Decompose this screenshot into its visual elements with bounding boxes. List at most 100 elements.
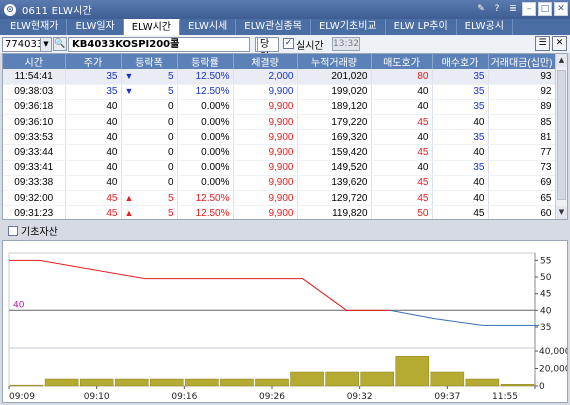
cell-change: 0 [121,129,178,146]
panel-close-icon[interactable]: ✕ [552,36,567,51]
price-tick-label: 35 [540,323,551,333]
cell-volume: 9,900 [233,175,298,192]
tab-elw-base-compare[interactable]: ELW기초비교 [311,19,386,35]
realtime-checkbox[interactable]: ✓ [283,38,294,49]
column-header-6[interactable]: 매도호가 [371,54,433,69]
column-header-2[interactable]: 등락폭 [121,54,178,69]
x-tick-label: 09:37 [434,392,460,402]
tab-elw-quote[interactable]: ELW시세 [180,19,237,35]
tab-elw-lp-trend[interactable]: ELW LP추이 [386,19,457,35]
cell-amount: 77 [488,144,556,161]
cell-change: 0 [121,175,178,192]
cell-cumulative-volume: 139,620 [297,175,372,192]
cell-cumulative-volume: 199,020 [297,84,372,100]
menu-icon[interactable]: ≣ [509,4,517,14]
cell-rate: 12.50% [177,190,234,207]
price-tick-label: 45 [540,290,551,300]
code-value: 774033 [5,39,44,50]
column-header-1[interactable]: 주가 [65,54,122,69]
cell-change: 0 [121,114,178,131]
table-row[interactable]: 09:31:23 45 ▲ 5 12.50% 9,900 119,820 50 45 60 [3,205,556,219]
cell-bid: 40 [432,190,489,207]
cell-price: 40 [65,160,122,176]
cell-change: 0 [121,160,178,176]
cell-time: 09:36:18 [3,99,66,116]
list-view-icon[interactable]: ☰ [535,36,550,51]
help-icon[interactable]: ? [494,4,500,14]
chart-svg: 55 50 45 40 35 40 40,000 20,000 0 09:09 09:10 09:16… [8,252,570,402]
cell-volume: 9,900 [233,160,298,176]
cell-volume: 9,900 [233,205,298,219]
cell-bid: 40 [432,175,489,192]
price-tick-label: 55 [540,256,551,266]
scroll-up-icon[interactable]: ▲ [556,54,567,67]
down-arrow-icon: ▼ [124,86,134,97]
instrument-name-field[interactable]: KB4033KOSPI200콜 [68,37,250,52]
trade-time-table: 시간 주가 등락폭 등락률 체결량 누적거래량 매도호가 매수호가 거래대금(십만) 11:54… [2,53,568,220]
x-tick-label: 09:16 [171,392,197,402]
cell-volume: 9,900 [233,84,298,100]
maximize-icon[interactable]: □ [538,2,552,16]
search-icon[interactable]: 🔍 [53,37,67,51]
table-row[interactable]: 09:33:44 40 0 0.00% 9,900 159,420 45 40 77 [3,144,556,161]
tab-bar: ELW현재가 ELW일자 ELW시간 ELW시세 ELW관심종목 ELW기초비교… [0,19,570,35]
up-arrow-icon: ▲ [124,207,134,218]
cell-change: ▲ 5 [121,190,178,207]
cell-rate: 0.00% [177,144,234,161]
tab-elw-disclosure[interactable]: ELW공시 [457,19,513,35]
table-row[interactable]: 09:33:41 40 0 0.00% 9,900 149,520 40 35 73 [3,160,556,176]
table-row[interactable]: 09:36:18 40 0 0.00% 9,900 189,120 40 35 89 [3,99,556,116]
cell-time: 09:31:23 [3,205,66,219]
volume-bar [430,371,465,387]
column-header-3[interactable]: 등락률 [177,54,234,69]
cell-bid: 40 [432,114,489,131]
scroll-down-icon[interactable]: ▼ [556,206,567,219]
table-row[interactable]: 09:38:03 35 ▼ 5 12.50% 9,900 199,020 40 35 92 [3,84,556,100]
column-header-4[interactable]: 체결량 [233,54,298,69]
cell-amount: 65 [488,190,556,207]
cell-change: ▲ 5 [121,205,178,219]
column-header-8[interactable]: 거래대금(십만) [488,54,556,69]
tab-elw-current[interactable]: ELW현재가 [2,19,68,35]
close-icon[interactable]: ✕ [554,2,568,16]
cell-amount: 69 [488,175,556,192]
cell-time: 09:33:38 [3,175,66,192]
cell-cumulative-volume: 189,120 [297,99,372,116]
vertical-scrollbar[interactable]: ▲ ▼ [555,54,567,219]
column-header-0[interactable]: 시간 [3,54,66,69]
volume-bar [9,384,44,387]
cell-cumulative-volume: 129,720 [297,190,372,207]
time-field[interactable]: 13:32 [332,37,360,51]
cell-ask: 50 [371,205,433,219]
cell-price: 45 [65,205,122,219]
table-row[interactable]: 09:32:00 45 ▲ 5 12.50% 9,900 129,720 45 40 65 [3,190,556,207]
minimize-icon[interactable]: – [522,2,536,16]
cell-time: 09:36:10 [3,114,66,131]
tab-elw-time[interactable]: ELW시간 [123,19,180,35]
cell-bid: 40 [432,144,489,161]
table-row[interactable]: 09:33:38 40 0 0.00% 9,900 139,620 45 40 69 [3,175,556,192]
volume-tick-label: 0 [539,382,545,392]
column-header-5[interactable]: 누적거래량 [297,54,372,69]
pin-icon[interactable]: ✎ [477,4,485,14]
volume-bar [79,378,114,387]
volume-bar [500,384,535,387]
cell-bid: 35 [432,69,489,85]
cell-volume: 9,900 [233,144,298,161]
table-row[interactable]: 09:33:53 40 0 0.00% 9,900 169,320 40 35 81 [3,129,556,146]
volume-bar [220,378,254,387]
base-asset-checkbox[interactable] [8,225,18,236]
base-asset-bar: 기초자산 [0,222,570,239]
tab-elw-watchlist[interactable]: ELW관심종목 [236,19,311,35]
cell-price: 40 [65,129,122,146]
chevron-down-icon[interactable]: ▼ [40,38,51,51]
scroll-thumb[interactable] [557,70,566,200]
code-combo[interactable]: 774033 ▼ [2,37,52,52]
table-row[interactable]: 11:54:41 35 ▼ 5 12.50% 2,000 201,020 80 35 93 [3,69,556,85]
volume-bar [185,378,219,387]
cell-cumulative-volume: 119,820 [297,205,372,219]
column-header-7[interactable]: 매수호가 [432,54,489,69]
cell-amount: 93 [488,69,556,85]
tab-elw-daily[interactable]: ELW일자 [67,19,124,35]
table-row[interactable]: 09:36:10 40 0 0.00% 9,900 179,220 45 40 85 [3,114,556,131]
